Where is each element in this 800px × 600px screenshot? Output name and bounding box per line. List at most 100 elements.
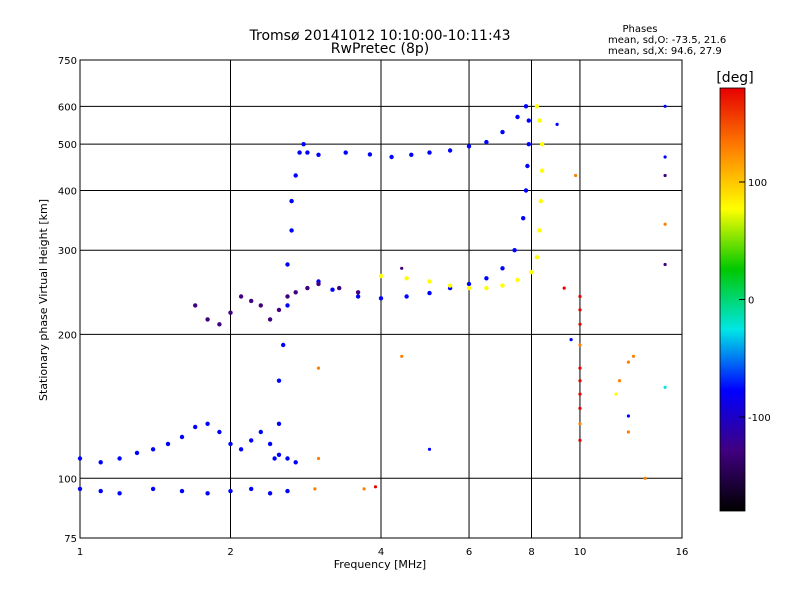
trace-point [515, 114, 520, 120]
trace-point [293, 290, 298, 295]
trace-point [249, 486, 254, 492]
trace-point [355, 294, 361, 299]
scatter-point [316, 456, 321, 461]
trace-point [500, 129, 505, 135]
trace-point [523, 104, 529, 109]
trace-point [427, 290, 432, 296]
trace-point [276, 307, 282, 313]
trace-point [484, 276, 489, 281]
trace-point [179, 488, 185, 494]
trace-point [77, 456, 83, 461]
scatter-point [614, 392, 618, 396]
scatter-point [617, 379, 622, 383]
stats-line-x: mean, sd,X: 94.6, 27.9 [608, 46, 722, 57]
trace-point [276, 452, 282, 457]
trace-point [249, 298, 254, 304]
trace-point [258, 429, 263, 435]
scatter-point [578, 308, 582, 312]
scatter-point [562, 286, 566, 290]
trace-point [529, 269, 534, 275]
trace-point [205, 421, 210, 426]
trace-point [538, 198, 543, 204]
scatter-point [427, 447, 432, 451]
y-tick-label: 500 [58, 140, 77, 151]
trace-point [228, 488, 233, 494]
trace-point [447, 148, 453, 153]
trace-point [301, 142, 306, 147]
scatter-point [574, 173, 578, 178]
scatter-point [578, 422, 582, 426]
trace-point [285, 294, 290, 299]
plot-area: 1 2 4 6 8 10 16 75 100 200 300 400 500 600 750 [58, 56, 688, 558]
trace-point [539, 168, 545, 173]
trace-point [447, 283, 453, 288]
trace-point [297, 150, 302, 155]
trace-point [427, 150, 432, 155]
scatter-point [316, 366, 321, 370]
scatter-point [578, 366, 582, 370]
x-axis-label: Frequency [MHz] [334, 558, 426, 571]
trace-point [526, 118, 531, 123]
trace-point [205, 317, 210, 322]
x-tick-label: 6 [466, 547, 472, 558]
trace-point [389, 154, 394, 160]
trace-point [378, 273, 384, 279]
colorbar-tick-label: -100 [748, 413, 771, 424]
trace-point [272, 456, 277, 461]
colorbar: 100 0 -100 [719, 87, 771, 512]
trace-point [523, 188, 529, 193]
scatter-point [663, 155, 667, 159]
trace-point [316, 152, 321, 157]
y-tick-label: 750 [58, 56, 77, 67]
trace-point [289, 198, 294, 204]
x-tick-label: 10 [574, 547, 587, 558]
trace-point [117, 456, 122, 461]
trace-point [525, 163, 530, 169]
trace-point [330, 287, 335, 292]
trace-point [534, 255, 540, 260]
trace-point [484, 285, 489, 291]
trace-point [355, 290, 361, 295]
trace-point [267, 317, 273, 322]
trace-point [238, 294, 244, 299]
trace-point [293, 173, 298, 178]
trace-point [539, 142, 545, 147]
scatter-point [626, 414, 631, 418]
trace-point [238, 447, 244, 452]
trace-point [258, 303, 263, 308]
scatter-point [569, 338, 573, 342]
trace-point [305, 285, 310, 291]
trace-point [281, 342, 286, 348]
trace-point [228, 310, 233, 315]
trace-point [98, 460, 103, 465]
chart-title: Tromsø 20141012 10:10:00-10:11:43 [249, 28, 511, 44]
trace-point [305, 150, 310, 155]
scatter-point [400, 266, 404, 270]
y-tick-label: 400 [58, 186, 77, 197]
trace-point [367, 152, 373, 157]
trace-point [404, 276, 409, 281]
trace-point [217, 322, 222, 327]
trace-point [228, 441, 233, 447]
scatter-point [663, 385, 667, 389]
scatter-point [643, 476, 647, 480]
trace-point [205, 491, 210, 496]
x-tick-label: 1 [77, 547, 83, 558]
trace-point [289, 228, 294, 233]
y-tick-label: 300 [58, 246, 77, 257]
x-tick-label: 2 [227, 547, 233, 558]
trace-point [316, 281, 321, 287]
scatter-point [578, 438, 582, 442]
trace-point [179, 434, 185, 440]
trace-point [404, 294, 409, 299]
scatter-point [663, 173, 667, 178]
scatter-point [578, 322, 582, 326]
trace-point [276, 378, 282, 383]
trace-point [526, 142, 531, 147]
scatter-point [578, 392, 582, 396]
chart-subtitle: RwPretec (8p) [331, 41, 429, 57]
scatter-point [578, 343, 582, 347]
trace-point [77, 486, 83, 492]
trace-point [521, 216, 526, 221]
